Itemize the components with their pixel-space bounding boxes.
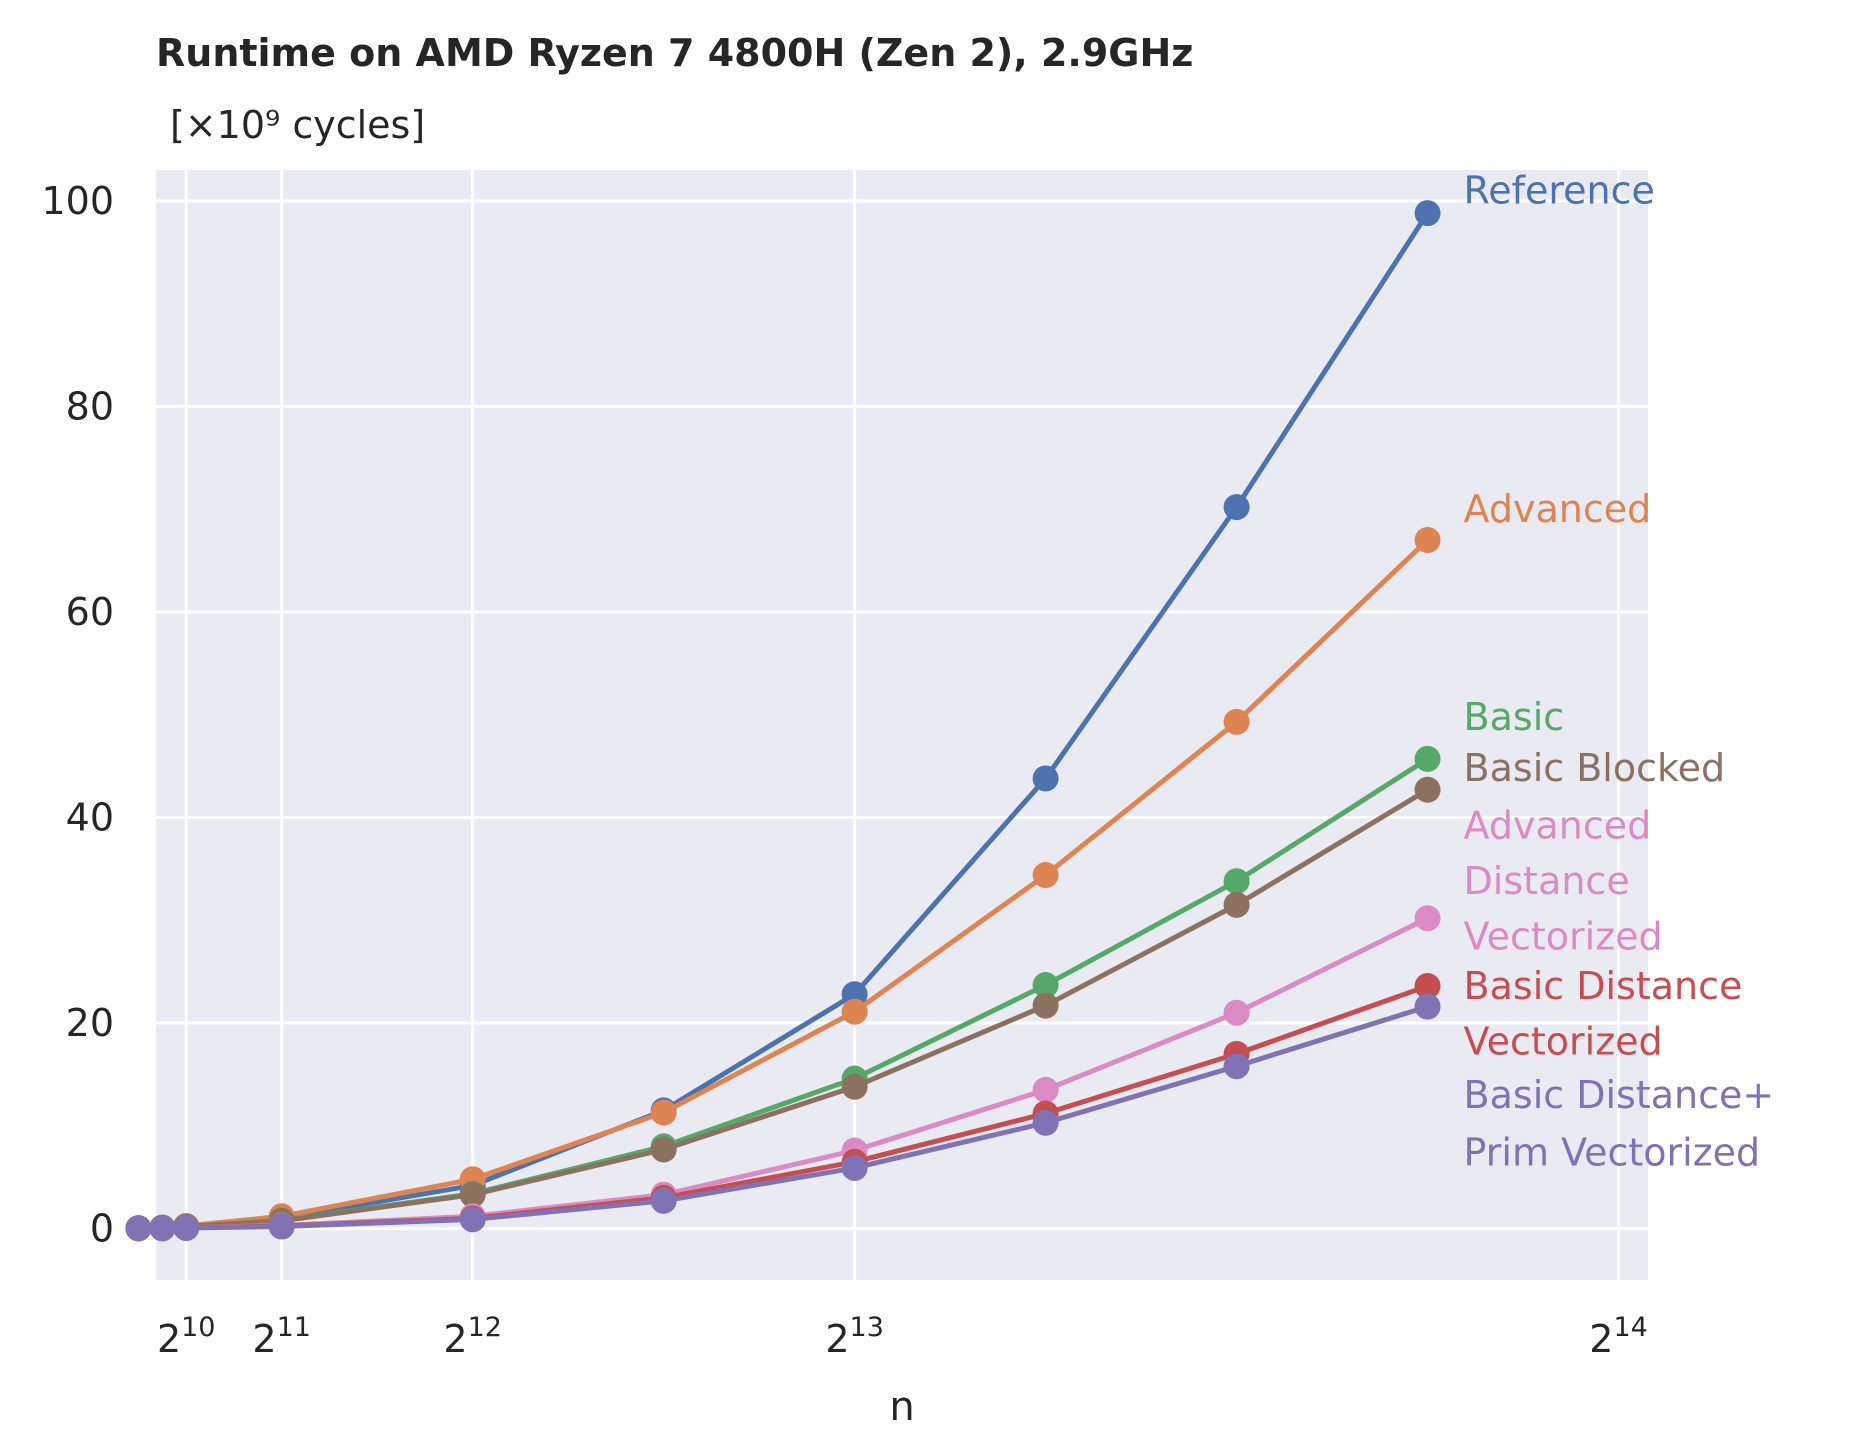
- chart-title: Runtime on AMD Ryzen 7 4800H (Zen 2), 2.…: [156, 31, 1193, 75]
- data-point: [650, 1099, 677, 1126]
- x-tick-label: 213: [825, 1312, 884, 1361]
- y-tick-label: 100: [41, 179, 114, 223]
- x-tick-label: 214: [1589, 1312, 1648, 1361]
- series-label: Reference: [1464, 169, 1655, 213]
- series-label: Basic Distance: [1464, 964, 1743, 1008]
- series-label: Distance: [1464, 859, 1630, 903]
- data-point: [650, 1136, 677, 1163]
- data-point: [1414, 200, 1441, 227]
- data-point: [1414, 745, 1441, 772]
- series-label: Basic Blocked: [1464, 746, 1726, 790]
- x-tick-label: 212: [443, 1312, 502, 1361]
- x-axis-label: n: [889, 1384, 914, 1430]
- data-point: [1032, 862, 1059, 889]
- data-point: [459, 1181, 486, 1208]
- series-label: Vectorized: [1464, 1020, 1663, 1064]
- series-label: Basic: [1464, 695, 1565, 739]
- y-axis: 0 20 40 60 80 100: [41, 179, 114, 1251]
- data-point: [268, 1213, 295, 1240]
- series-basic-distance-prim-vectorized: [125, 993, 1441, 1242]
- data-point: [1223, 1053, 1250, 1080]
- x-tick-label: 211: [252, 1312, 311, 1361]
- data-point: [173, 1214, 200, 1241]
- series-group: [125, 200, 1441, 1242]
- data-point: [1032, 992, 1059, 1019]
- data-point: [841, 998, 868, 1025]
- data-point: [1414, 905, 1441, 932]
- data-point: [841, 1073, 868, 1100]
- data-point: [1414, 973, 1441, 1000]
- data-point: [1223, 868, 1250, 895]
- series-labels: Reference Advanced Basic Basic Blocked Advan…: [1464, 169, 1775, 1175]
- data-point: [1032, 1076, 1059, 1103]
- data-point: [1032, 972, 1059, 999]
- data-point: [650, 1187, 677, 1214]
- data-point: [149, 1215, 176, 1242]
- data-point: [459, 1206, 486, 1233]
- data-point: [1414, 776, 1441, 803]
- data-point: [1223, 494, 1250, 521]
- data-point: [125, 1215, 152, 1242]
- data-point: [1223, 891, 1250, 918]
- y-tick-label: 80: [66, 384, 114, 428]
- series-label: Basic Distance+: [1464, 1073, 1775, 1117]
- series-label: Advanced: [1464, 487, 1652, 531]
- data-point: [1223, 708, 1250, 735]
- data-point: [841, 1154, 868, 1181]
- plot-area: [156, 170, 1648, 1280]
- data-point: [1414, 527, 1441, 553]
- y-tick-label: 0: [90, 1207, 114, 1251]
- data-point: [1414, 993, 1441, 1020]
- y-tick-label: 20: [66, 1001, 114, 1045]
- series-label: Prim Vectorized: [1464, 1131, 1761, 1175]
- x-axis: 210 211 212 213 214: [157, 1312, 1648, 1361]
- data-point: [1032, 765, 1059, 792]
- data-point: [1032, 1109, 1059, 1136]
- chart-subtitle: [×10⁹ cycles]: [170, 103, 425, 147]
- x-tick-label: 210: [157, 1312, 216, 1361]
- y-tick-label: 60: [66, 590, 114, 634]
- y-tick-label: 40: [66, 796, 114, 840]
- data-point: [1223, 999, 1250, 1026]
- series-label: Advanced: [1464, 804, 1652, 848]
- series-label: Vectorized: [1464, 915, 1663, 959]
